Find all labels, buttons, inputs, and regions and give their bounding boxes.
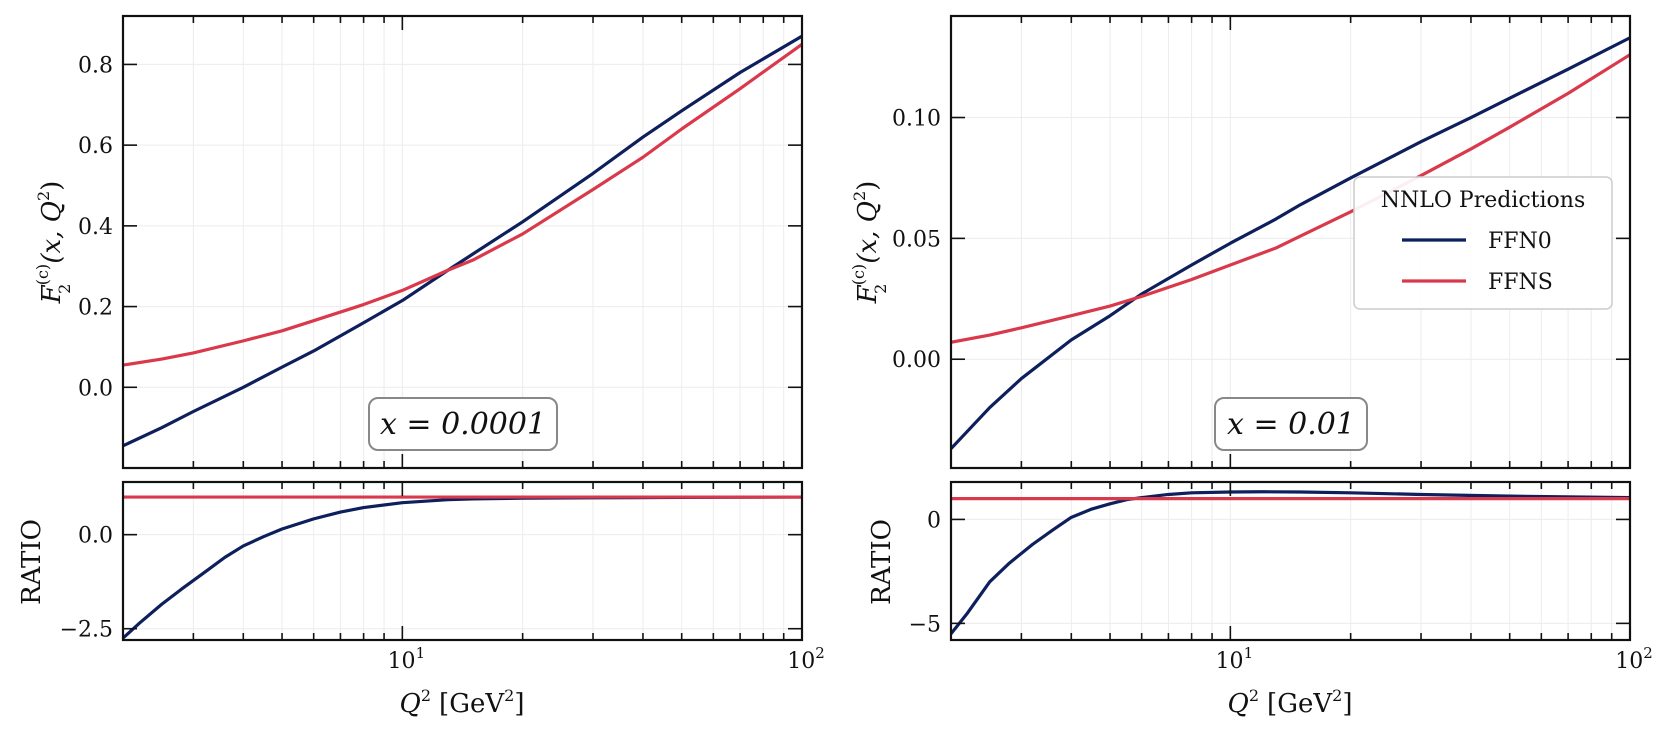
left-annotation: x = 0.0001	[368, 397, 558, 451]
legend-label-ffns: FFNS	[1488, 270, 1553, 295]
right-top-ytick-labels: 0.00 0.05 0.10	[892, 107, 941, 374]
right-bottom-frame	[949, 480, 1632, 642]
left-xlabel: Q2 [GeV2]	[400, 686, 525, 719]
left-top-series	[123, 34, 802, 448]
annotation-text: x = 0.0001	[380, 407, 546, 442]
ytick-label: 0	[927, 508, 941, 533]
right-annotation: x = 0.01	[1214, 397, 1368, 451]
right-bottom-series	[951, 490, 1630, 635]
right-xtick-labels: 101 102	[1216, 644, 1653, 674]
left-top-frame	[121, 14, 804, 470]
ytick-label: 0.2	[78, 296, 113, 321]
ytick-label: 0.8	[78, 53, 113, 78]
legend: NNLO Predictions FFN0 FFNS	[1353, 176, 1613, 310]
ytick-label: 0.6	[78, 134, 113, 159]
annotation-text: x = 0.01	[1227, 407, 1355, 442]
ytick-label: 0.0	[78, 524, 113, 549]
right-top-frame	[949, 14, 1632, 470]
top-series-ffns	[951, 53, 1630, 344]
right-bottom-ytick-labels: −5 0	[909, 508, 941, 637]
right-bottom-grid	[950, 482, 1631, 640]
left-top-ytick-labels: 0.0 0.2 0.4 0.6 0.8	[78, 53, 113, 401]
right-ticks	[950, 16, 1631, 640]
legend-title: NNLO Predictions	[1381, 188, 1586, 213]
top-series-ffn0	[123, 34, 802, 448]
ytick-label: 0.4	[78, 215, 113, 240]
right-panel: 0.00 0.05 0.10 −5 0 101 102 F(c)2(x, Q2)…	[849, 14, 1653, 719]
left-top-ylabel: F(c)2(x, Q2)	[33, 181, 74, 305]
left-bottom-ylabel: RATIO	[17, 519, 47, 605]
xtick-label: 102	[1615, 644, 1653, 674]
annotation-box	[1214, 397, 1368, 451]
ytick-label: 0.05	[892, 227, 941, 252]
right-top-series	[951, 36, 1630, 450]
left-ticks	[122, 16, 803, 640]
legend-box	[1353, 176, 1613, 310]
ytick-label: 0.0	[78, 376, 113, 401]
top-series-ffns	[123, 42, 802, 367]
ytick-label: 0.00	[892, 348, 941, 373]
legend-label-ffn0: FFN0	[1488, 229, 1552, 254]
xtick-label: 102	[787, 644, 825, 674]
right-xlabel: Q2 [GeV2]	[1228, 686, 1353, 719]
top-series-ffn0	[951, 36, 1630, 450]
left-bottom-series	[123, 495, 802, 640]
xtick-label: 101	[388, 644, 426, 674]
ytick-label: −2.5	[60, 618, 113, 643]
ytick-label: −5	[909, 612, 941, 637]
right-bottom-ylabel: RATIO	[867, 519, 897, 605]
annotation-box	[368, 397, 558, 451]
left-bottom-frame	[121, 480, 804, 642]
left-bottom-ytick-labels: −2.5 0.0	[60, 524, 113, 643]
ytick-label: 0.10	[892, 107, 941, 132]
left-xtick-labels: 101 102	[388, 644, 825, 674]
right-top-ylabel: F(c)2(x, Q2)	[849, 181, 890, 305]
xtick-label: 101	[1216, 644, 1254, 674]
left-panel: 0.0 0.2 0.4 0.6 0.8 −2.5 0.0 101 102 F(c…	[17, 14, 825, 719]
